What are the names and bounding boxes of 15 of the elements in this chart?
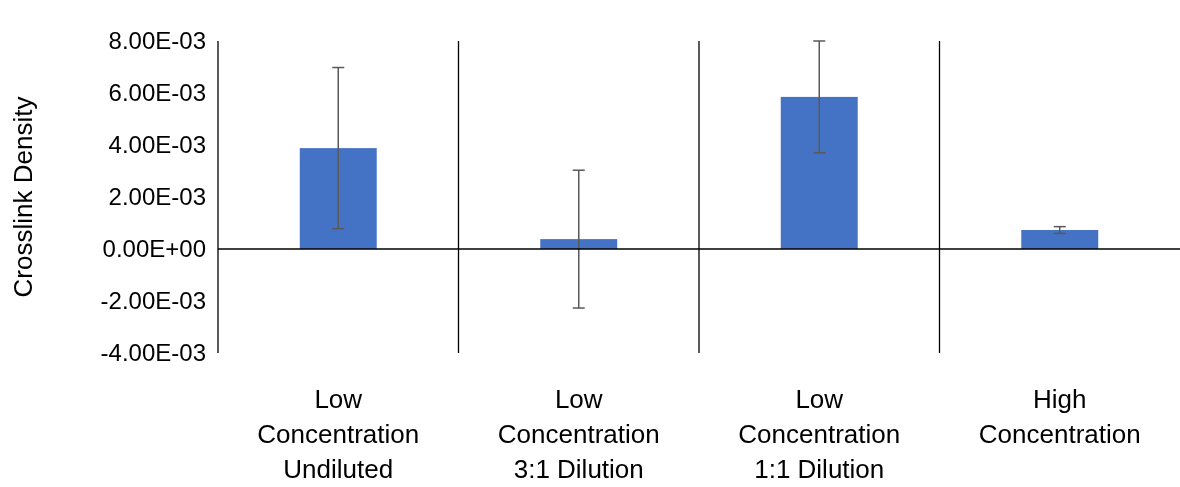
bar: [780, 96, 858, 249]
x-tick-label: Low Concentration Undiluted: [257, 384, 420, 484]
y-tick-label: 2.00E-03: [108, 183, 206, 211]
x-tick-label: Low Concentration 1:1 Dilution: [738, 384, 901, 484]
x-tick-label: High Concentration: [978, 384, 1141, 449]
y-axis-title: Crosslink Density: [8, 96, 38, 298]
x-tick-label: Low Concentration 3:1 Dilution: [497, 384, 660, 484]
y-tick-label: 4.00E-03: [108, 131, 206, 159]
bar: [1021, 230, 1099, 249]
y-tick-label: -2.00E-03: [100, 287, 206, 315]
y-tick-label: 0.00E+00: [102, 235, 206, 263]
y-tick-label: -4.00E-03: [100, 339, 206, 367]
y-tick-label: 8.00E-03: [108, 27, 206, 55]
bar: [299, 148, 377, 249]
y-tick-label: 6.00E-03: [108, 79, 206, 107]
